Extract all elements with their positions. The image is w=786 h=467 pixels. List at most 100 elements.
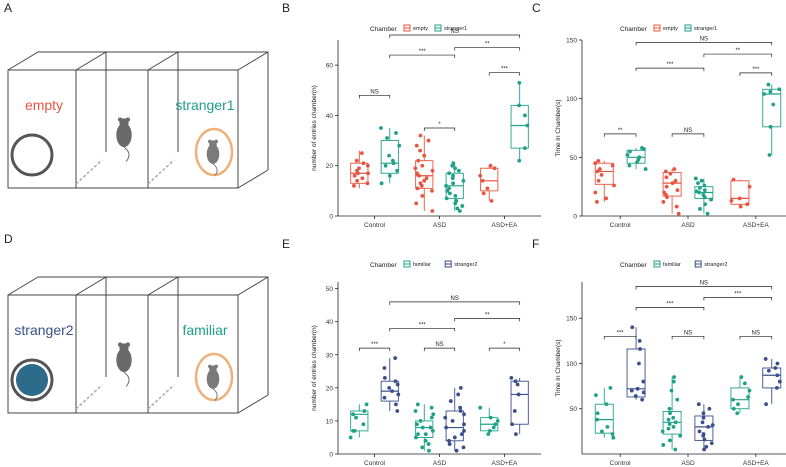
data-point xyxy=(462,428,466,433)
mouse-ear xyxy=(208,364,212,369)
data-point xyxy=(762,92,766,96)
data-point xyxy=(735,411,740,416)
stranger-mouse-fill xyxy=(16,364,48,396)
door-opening xyxy=(147,384,175,410)
bracket-line xyxy=(635,67,705,72)
bracket-line xyxy=(389,34,521,38)
box-ASD+EA-familiar xyxy=(478,405,500,437)
x-tick-label: Control xyxy=(364,460,386,467)
data-point xyxy=(668,438,672,443)
data-point xyxy=(362,409,367,413)
y-tick-label: 30 xyxy=(326,352,334,359)
data-point xyxy=(451,181,455,186)
significance-label: *** xyxy=(752,67,760,73)
y-tick-label: 40 xyxy=(326,113,334,120)
data-point xyxy=(393,356,398,360)
data-point xyxy=(669,388,674,393)
right-chamber-label: stranger1 xyxy=(175,97,234,113)
data-point xyxy=(460,204,465,208)
data-point xyxy=(705,211,710,216)
data-point xyxy=(351,412,356,417)
data-point xyxy=(701,415,706,420)
data-point xyxy=(456,168,461,173)
significance-bracket: NS xyxy=(635,281,773,290)
data-point xyxy=(429,405,434,410)
chamber-divider xyxy=(75,276,107,413)
data-point xyxy=(348,435,353,440)
data-point xyxy=(513,432,518,437)
data-point xyxy=(706,424,711,429)
bracket-line xyxy=(358,347,391,352)
bracket-line xyxy=(635,306,705,311)
bracket-line xyxy=(389,301,521,305)
data-point xyxy=(495,419,500,423)
panel-letter: B xyxy=(282,1,290,15)
data-point xyxy=(667,422,672,427)
data-point xyxy=(701,432,706,436)
data-point xyxy=(452,435,457,440)
y-tick-label: 50 xyxy=(326,286,334,293)
data-point xyxy=(742,381,747,386)
y-tick-label: 50 xyxy=(570,406,578,413)
data-point xyxy=(462,422,466,427)
bracket-line xyxy=(358,94,391,99)
data-point xyxy=(488,415,493,420)
legend-label-empty: empty xyxy=(663,26,678,32)
box-ASD+EA-stranger1 xyxy=(510,80,530,163)
data-point xyxy=(430,168,435,173)
chart-panel-C: C Chamber empty stranger1 0 50 100 150 Control AS… xyxy=(532,1,786,229)
data-point xyxy=(671,379,676,384)
data-point xyxy=(415,171,419,176)
data-point xyxy=(641,379,646,384)
significance-label: *** xyxy=(666,62,674,68)
data-point xyxy=(512,409,517,413)
data-point xyxy=(418,148,423,153)
data-point xyxy=(478,405,483,410)
data-point xyxy=(354,158,359,163)
data-point xyxy=(352,173,357,178)
box-iqr xyxy=(730,180,750,205)
data-point xyxy=(390,389,394,394)
data-point xyxy=(523,113,527,118)
mouse-ear xyxy=(117,117,123,122)
significance-label: *** xyxy=(419,322,427,328)
data-point xyxy=(745,202,750,207)
significance-bracket: * xyxy=(488,342,521,352)
legend-label-stranger1: stranger1 xyxy=(694,26,717,32)
data-point xyxy=(746,395,750,399)
data-point xyxy=(486,432,491,437)
data-point xyxy=(454,448,459,453)
data-point xyxy=(459,432,464,437)
data-point xyxy=(668,171,673,176)
data-point xyxy=(595,169,600,174)
data-point xyxy=(701,411,706,416)
data-point xyxy=(382,376,387,380)
mouse-body xyxy=(116,347,132,373)
significance-bracket: * xyxy=(423,122,456,131)
box-Control-stranger2 xyxy=(626,325,646,402)
data-point xyxy=(379,126,383,130)
chamber-divider xyxy=(147,276,179,413)
left-chamber-label: stranger2 xyxy=(14,322,73,338)
data-point xyxy=(673,447,678,452)
box-ASD-stranger2 xyxy=(694,402,715,452)
data-point xyxy=(664,175,669,180)
x-tick-label: ASD xyxy=(433,222,447,229)
mouse-tail xyxy=(123,146,130,162)
data-point xyxy=(737,196,742,201)
significance-label: *** xyxy=(666,301,674,307)
box-Control-stranger2 xyxy=(380,356,401,413)
data-point xyxy=(763,357,768,361)
data-point xyxy=(417,173,422,178)
x-tick-label: ASD+EA xyxy=(492,222,518,229)
y-tick-label: 0 xyxy=(573,214,577,221)
data-point xyxy=(423,432,428,437)
significance-bracket: NS xyxy=(671,128,705,137)
box-Control-familiar xyxy=(593,386,616,440)
data-point xyxy=(382,366,387,370)
legend-label-stranger1: stranger1 xyxy=(444,26,467,32)
data-point xyxy=(597,167,602,171)
data-point xyxy=(704,444,709,449)
legend-label-stranger2: stranger2 xyxy=(704,262,727,268)
